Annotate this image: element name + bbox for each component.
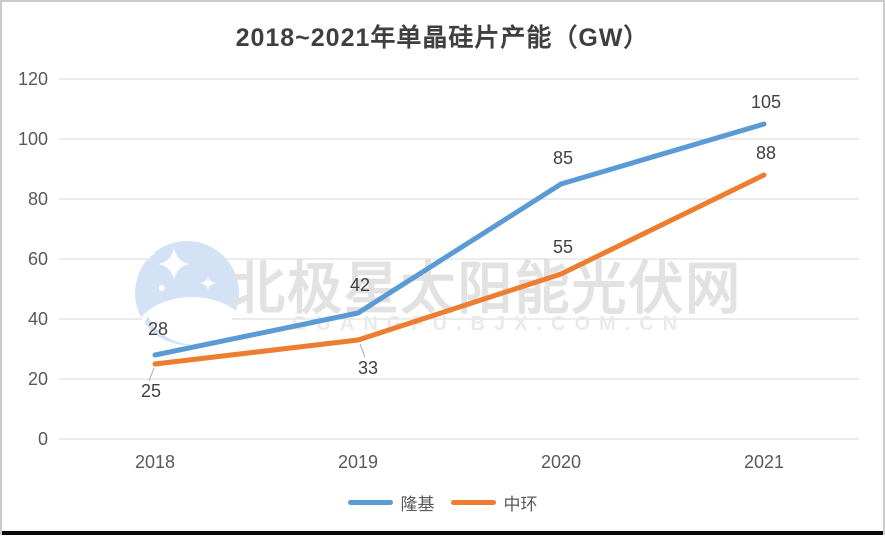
y-tick-label: 40 — [28, 309, 48, 329]
legend-item-zhonghuan: 中环 — [450, 490, 538, 515]
y-tick-label: 80 — [28, 189, 48, 209]
window-bottom-edge — [2, 531, 883, 535]
y-axis-labels: 0 20 40 60 80 100 120 — [18, 69, 48, 449]
data-label: 85 — [553, 148, 573, 168]
label-leader-line — [359, 343, 366, 358]
x-axis-labels: 2018 2019 2020 2021 — [135, 452, 784, 472]
chart-title: 2018~2021年单晶硅片产能（GW） — [235, 24, 650, 52]
watermark: 北极星太阳能光伏网 GUANGFU.BJX.COM.CN — [135, 241, 742, 345]
data-label: 105 — [751, 92, 781, 112]
y-tick-label: 20 — [28, 369, 48, 389]
x-tick-label: 2020 — [541, 452, 581, 472]
y-tick-label: 0 — [38, 429, 48, 449]
legend-swatch-longi-icon — [347, 500, 393, 505]
data-label: 25 — [141, 381, 161, 401]
watermark-text: 北极星太阳能光伏网 — [230, 257, 742, 321]
legend-label-zhonghuan: 中环 — [503, 495, 538, 514]
x-tick-label: 2019 — [338, 452, 378, 472]
label-leader-line — [148, 367, 155, 382]
y-tick-label: 60 — [28, 249, 48, 269]
series-line-1 — [152, 172, 767, 367]
legend-item-longi: 隆基 — [347, 490, 435, 515]
data-label: 33 — [358, 358, 378, 378]
data-label: 42 — [350, 275, 370, 295]
data-label: 88 — [756, 143, 776, 163]
series-lines — [152, 121, 767, 367]
legend-label-longi: 隆基 — [400, 495, 435, 514]
x-tick-label: 2021 — [744, 452, 784, 472]
series-line-0 — [152, 121, 767, 358]
data-label: 55 — [553, 237, 573, 257]
y-tick-label: 100 — [18, 129, 48, 149]
data-labels: 28 42 85 105 25 33 55 88 — [141, 92, 781, 401]
legend-swatch-zhonghuan-icon — [450, 500, 496, 505]
data-label: 28 — [148, 319, 168, 339]
y-tick-label: 120 — [18, 69, 48, 89]
x-tick-label: 2018 — [135, 452, 175, 472]
chart-legend: 隆基 中环 — [2, 490, 883, 515]
